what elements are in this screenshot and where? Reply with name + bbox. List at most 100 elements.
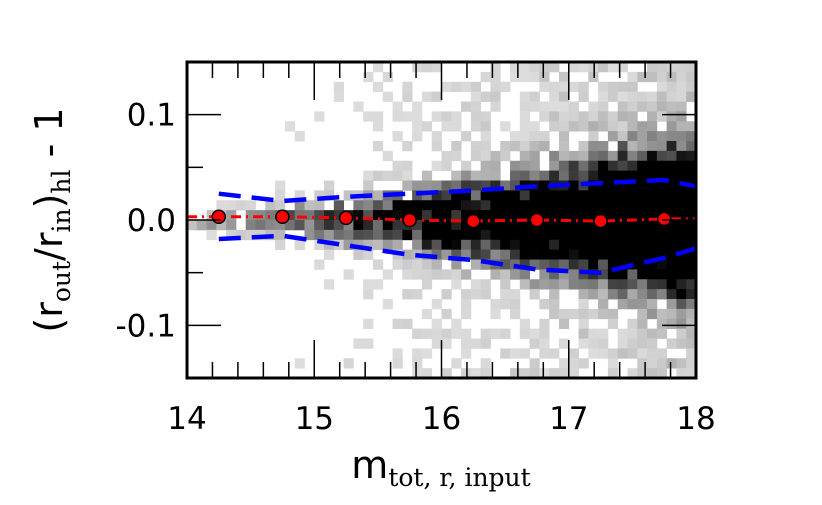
heatmap-cell (519, 269, 530, 280)
heatmap-cell (666, 289, 677, 300)
heatmap-cell (656, 190, 668, 201)
heatmap-cell (598, 62, 609, 73)
heatmap-cell (588, 160, 599, 172)
heatmap-cell (392, 160, 403, 172)
heatmap-cell (510, 249, 521, 260)
heatmap-cell (637, 249, 648, 260)
heatmap-cell (451, 81, 462, 93)
heatmap-cell (588, 111, 599, 122)
heatmap-cell (382, 91, 393, 102)
heatmap-cell (558, 200, 570, 211)
heatmap-cell (382, 71, 393, 83)
heatmap-cell (529, 200, 540, 211)
heatmap-cell (470, 368, 482, 379)
heatmap-cell (539, 279, 550, 290)
heatmap-cell (392, 200, 403, 211)
heatmap-cell (607, 348, 619, 359)
heatmap-cell (470, 81, 482, 93)
heatmap-cell (500, 220, 511, 231)
heatmap-cell (363, 249, 374, 260)
heatmap-cell (598, 299, 609, 310)
heatmap-cell (392, 259, 403, 270)
heatmap-cell (529, 170, 540, 181)
heatmap-cell (539, 62, 550, 73)
heatmap-cell (568, 368, 579, 379)
heatmap-cell (686, 121, 697, 132)
heatmap-cell (421, 62, 433, 73)
heatmap-cell (637, 71, 648, 83)
heatmap-cell (529, 101, 540, 112)
heatmap-cell (363, 71, 374, 83)
heatmap-cell (441, 190, 452, 201)
heatmap-cell (451, 249, 462, 260)
heatmap-cell (686, 131, 697, 142)
heatmap-cell (637, 239, 648, 251)
heatmap-cell (245, 220, 256, 231)
heatmap-cell (382, 229, 393, 241)
heatmap-cell (588, 308, 599, 320)
heatmap-cell (461, 200, 472, 211)
heatmap-cell (666, 318, 677, 330)
heatmap-cell (607, 190, 619, 201)
x-axis-label-subscript: tot, r, input (388, 463, 530, 492)
heatmap-cell (363, 338, 374, 349)
heatmap-cell (461, 239, 472, 251)
heatmap-cell (500, 249, 511, 260)
heatmap-cell (666, 200, 677, 211)
heatmap-cell (656, 289, 668, 300)
heatmap-cell (529, 259, 540, 270)
heatmap-cell (206, 220, 217, 231)
heatmap-cell (392, 348, 403, 359)
heatmap-cell (441, 269, 452, 280)
heatmap-cell (314, 259, 325, 270)
heatmap-cell (451, 279, 462, 290)
heatmap-cell (529, 358, 540, 369)
heatmap-cell (412, 259, 423, 270)
heatmap-cell (627, 150, 638, 162)
heatmap-cell (588, 348, 599, 359)
heatmap-cell (598, 180, 609, 191)
heatmap-cell (294, 239, 305, 251)
heatmap-cell (441, 180, 452, 191)
heatmap-cell (470, 190, 482, 201)
heatmap-cell (647, 62, 658, 73)
heatmap-cell (627, 81, 638, 93)
heatmap-cell (529, 121, 540, 132)
heatmap-cell (421, 170, 433, 181)
heatmap-cell (637, 200, 648, 211)
heatmap-cell (578, 239, 589, 251)
heatmap-cell (647, 259, 658, 270)
heatmap-cell (461, 160, 472, 172)
heatmap-cell (647, 150, 658, 162)
heatmap-cell (304, 210, 315, 221)
heatmap-cell (558, 318, 570, 330)
heatmap-cell (656, 160, 668, 172)
heatmap-cell (353, 220, 364, 231)
heatmap-cell (490, 170, 501, 181)
heatmap-cell (470, 279, 482, 290)
heatmap-cell (539, 348, 550, 359)
heatmap-cell (431, 338, 442, 349)
heatmap-cell (412, 180, 423, 191)
heatmap-cell (529, 71, 540, 83)
heatmap-cell (510, 220, 521, 231)
heatmap-cell (656, 180, 668, 191)
heatmap-cell (617, 279, 628, 290)
heatmap-cell (686, 289, 697, 300)
heatmap-cell (529, 328, 540, 339)
heatmap-cell (421, 121, 433, 132)
heatmap-cell (686, 308, 697, 320)
heatmap-cell (500, 229, 511, 241)
heatmap-cell (607, 111, 619, 122)
heatmap-cell (314, 190, 325, 201)
heatmap-cell (539, 111, 550, 122)
heatmap-cell (568, 200, 579, 211)
heatmap-cell (627, 289, 638, 300)
heatmap-cell (686, 229, 697, 241)
heatmap-cell (686, 338, 697, 349)
heatmap-cell (558, 279, 570, 290)
heatmap-cell (686, 81, 697, 93)
heatmap-cell (402, 141, 413, 152)
heatmap-cell (470, 150, 482, 162)
heatmap-cell (676, 131, 687, 142)
